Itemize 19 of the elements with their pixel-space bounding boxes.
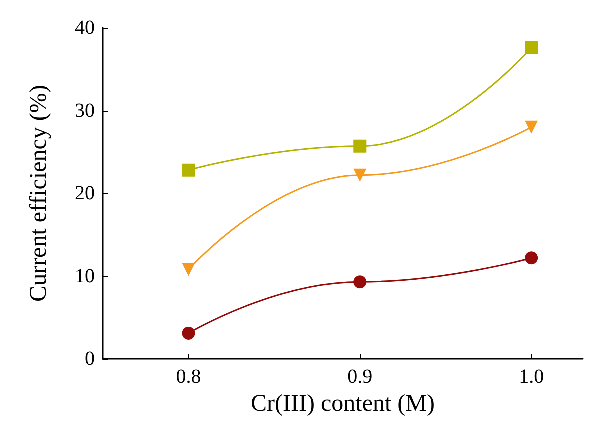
y-tick-label: 20 (75, 182, 95, 205)
point (525, 41, 538, 54)
point (354, 168, 367, 182)
point (525, 120, 538, 134)
y-axis-title: Current efficiency (%) (26, 85, 52, 302)
y-tick-label: 10 (75, 265, 95, 288)
y-tick-label: 0 (85, 348, 95, 370)
y-tick-label: 40 (75, 17, 95, 39)
x-tick-label: 0.8 (176, 366, 202, 388)
point (354, 276, 367, 289)
y-tick-label: 30 (75, 100, 95, 122)
point (182, 263, 196, 276)
x-axis-title: Cr(III) content (M) (251, 391, 435, 417)
x-tick-label: 0.9 (348, 366, 373, 388)
point (182, 164, 196, 177)
point (182, 326, 196, 340)
x-tick-label: 1.0 (519, 366, 544, 388)
point (354, 140, 367, 153)
point (525, 252, 538, 265)
